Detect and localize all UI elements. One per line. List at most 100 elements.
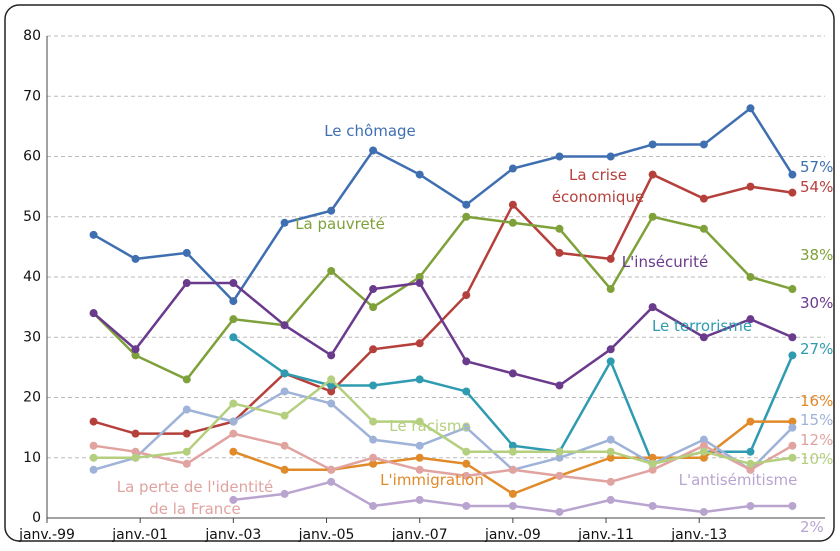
point xyxy=(327,465,336,474)
point xyxy=(229,399,238,408)
point xyxy=(415,339,424,348)
point xyxy=(648,501,657,510)
point xyxy=(648,140,657,149)
point xyxy=(606,435,615,444)
series-label: La crise économique xyxy=(551,166,645,206)
point xyxy=(229,279,238,288)
point xyxy=(415,279,424,288)
series-label: Le chômage xyxy=(324,122,416,140)
point xyxy=(648,465,657,474)
point xyxy=(415,495,424,504)
point xyxy=(369,417,378,426)
point xyxy=(327,375,336,384)
point xyxy=(699,224,708,233)
point xyxy=(89,441,98,450)
point xyxy=(788,285,797,294)
point xyxy=(508,447,517,456)
point xyxy=(89,465,98,474)
point xyxy=(280,465,289,474)
point xyxy=(555,224,564,233)
value-label: 57% xyxy=(800,158,834,176)
point xyxy=(699,507,708,516)
point xyxy=(606,447,615,456)
point xyxy=(699,140,708,149)
point xyxy=(746,182,755,191)
point xyxy=(131,345,140,354)
series-label: La perte de l'identité de la France xyxy=(116,478,274,518)
value-label: 15% xyxy=(800,411,834,429)
point xyxy=(462,212,471,221)
y-tick-label: 0 xyxy=(32,510,41,526)
value-label: 2% xyxy=(800,518,824,536)
value-label: 10% xyxy=(800,450,834,468)
point xyxy=(699,333,708,342)
x-tick-label: janv.-09 xyxy=(484,527,541,543)
x-tick-label: janv.-03 xyxy=(204,527,261,543)
point xyxy=(788,333,797,342)
series-label: L'insécurité xyxy=(621,253,709,271)
value-label: 27% xyxy=(800,340,834,358)
point xyxy=(699,453,708,462)
point xyxy=(606,285,615,294)
point xyxy=(415,453,424,462)
point xyxy=(508,465,517,474)
frame xyxy=(4,4,835,542)
y-tick-label: 10 xyxy=(23,450,41,466)
x-tick-label: janv.-99 xyxy=(18,527,75,543)
point xyxy=(327,381,336,390)
point xyxy=(462,423,471,432)
point xyxy=(415,273,424,281)
y-tick-label: 60 xyxy=(23,149,41,165)
point xyxy=(280,489,289,498)
point xyxy=(462,357,471,366)
point xyxy=(131,429,140,438)
point xyxy=(415,465,424,474)
point xyxy=(89,230,98,239)
point xyxy=(182,405,191,414)
point xyxy=(89,453,98,462)
point xyxy=(131,254,140,263)
point xyxy=(555,507,564,516)
point xyxy=(415,170,424,179)
point xyxy=(788,351,797,360)
point xyxy=(462,471,471,480)
point xyxy=(788,441,797,450)
point xyxy=(788,417,797,426)
point xyxy=(369,453,378,462)
point xyxy=(606,152,615,161)
point xyxy=(182,429,191,438)
point xyxy=(648,459,657,468)
point xyxy=(280,369,289,378)
point xyxy=(508,200,517,209)
point xyxy=(746,501,755,510)
point xyxy=(131,453,140,462)
point xyxy=(788,453,797,462)
point xyxy=(508,164,517,173)
y-tick-label: 30 xyxy=(23,329,41,345)
point xyxy=(369,501,378,510)
point xyxy=(229,333,238,342)
point xyxy=(327,351,336,360)
point xyxy=(462,447,471,456)
point xyxy=(462,291,471,300)
series-label: Le racisme xyxy=(389,417,471,435)
point xyxy=(369,345,378,354)
point xyxy=(131,351,140,360)
series-line xyxy=(92,281,793,387)
series-line xyxy=(92,215,793,381)
value-label: 30% xyxy=(800,294,834,312)
point xyxy=(89,309,98,318)
point xyxy=(508,218,517,227)
value-label: 16% xyxy=(800,392,834,410)
point xyxy=(462,459,471,468)
y-tick-label: 40 xyxy=(23,269,41,285)
point xyxy=(746,273,755,281)
y-tick-label: 50 xyxy=(23,209,41,225)
point xyxy=(555,152,564,161)
series-label: Le terrorisme xyxy=(651,317,753,335)
point xyxy=(788,188,797,197)
point xyxy=(788,501,797,510)
series-line xyxy=(93,172,793,435)
x-tick-label: janv.-07 xyxy=(391,527,448,543)
